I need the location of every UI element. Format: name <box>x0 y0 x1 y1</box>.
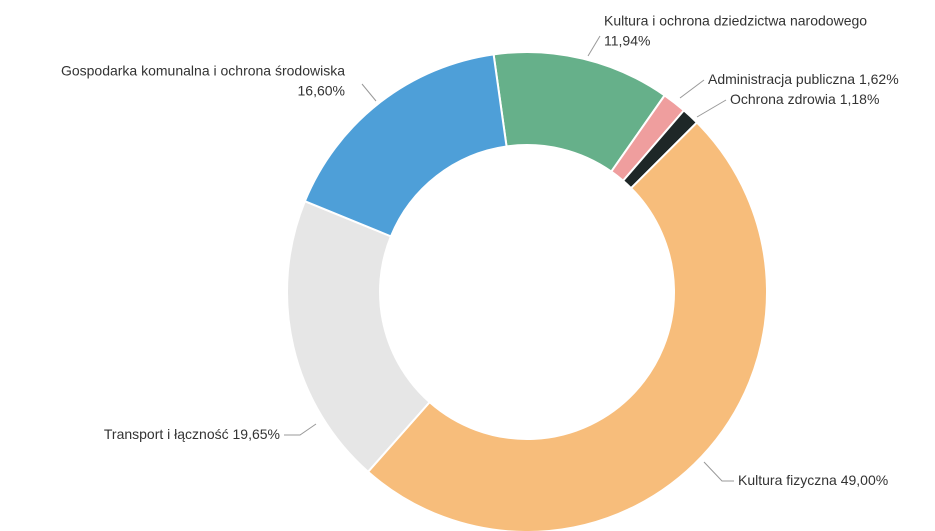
slice-value-label: 1,18% <box>840 91 880 107</box>
slice-name: Transport i łączność <box>104 426 229 442</box>
leader-line <box>284 423 317 436</box>
slice-value-label: 19,65% <box>233 426 280 442</box>
slice-label: Ochrona zdrowia 1,18% <box>730 91 879 107</box>
donut-slice <box>303 53 508 238</box>
slice-value-label: 1,62% <box>859 71 899 87</box>
slice-value-label: 49,00% <box>841 472 888 488</box>
leader-line <box>696 99 727 118</box>
slice-value-label: 16,60% <box>298 83 345 99</box>
leader-line <box>361 83 377 102</box>
slice-name: Ochrona zdrowia <box>730 91 836 107</box>
donut-slice <box>286 199 432 474</box>
slice-name: Administracja publiczna <box>708 71 855 87</box>
slice-label: Gospodarka komunalna i ochrona środowisk… <box>61 63 345 79</box>
slice-label: Kultura i ochrona dziedzictwa narodowego <box>604 13 867 29</box>
slice-label: Kultura fizyczna 49,00% <box>738 472 888 488</box>
leader-line <box>703 461 734 482</box>
leader-line <box>679 79 705 99</box>
slice-label: Administracja publiczna 1,62% <box>708 71 899 87</box>
slice-label: Transport i łączność 19,65% <box>104 426 280 442</box>
donut-slice <box>366 121 768 531</box>
slice-value-label: 11,94% <box>604 33 650 49</box>
slice-name: Kultura fizyczna <box>738 472 837 488</box>
leader-line <box>587 35 601 57</box>
